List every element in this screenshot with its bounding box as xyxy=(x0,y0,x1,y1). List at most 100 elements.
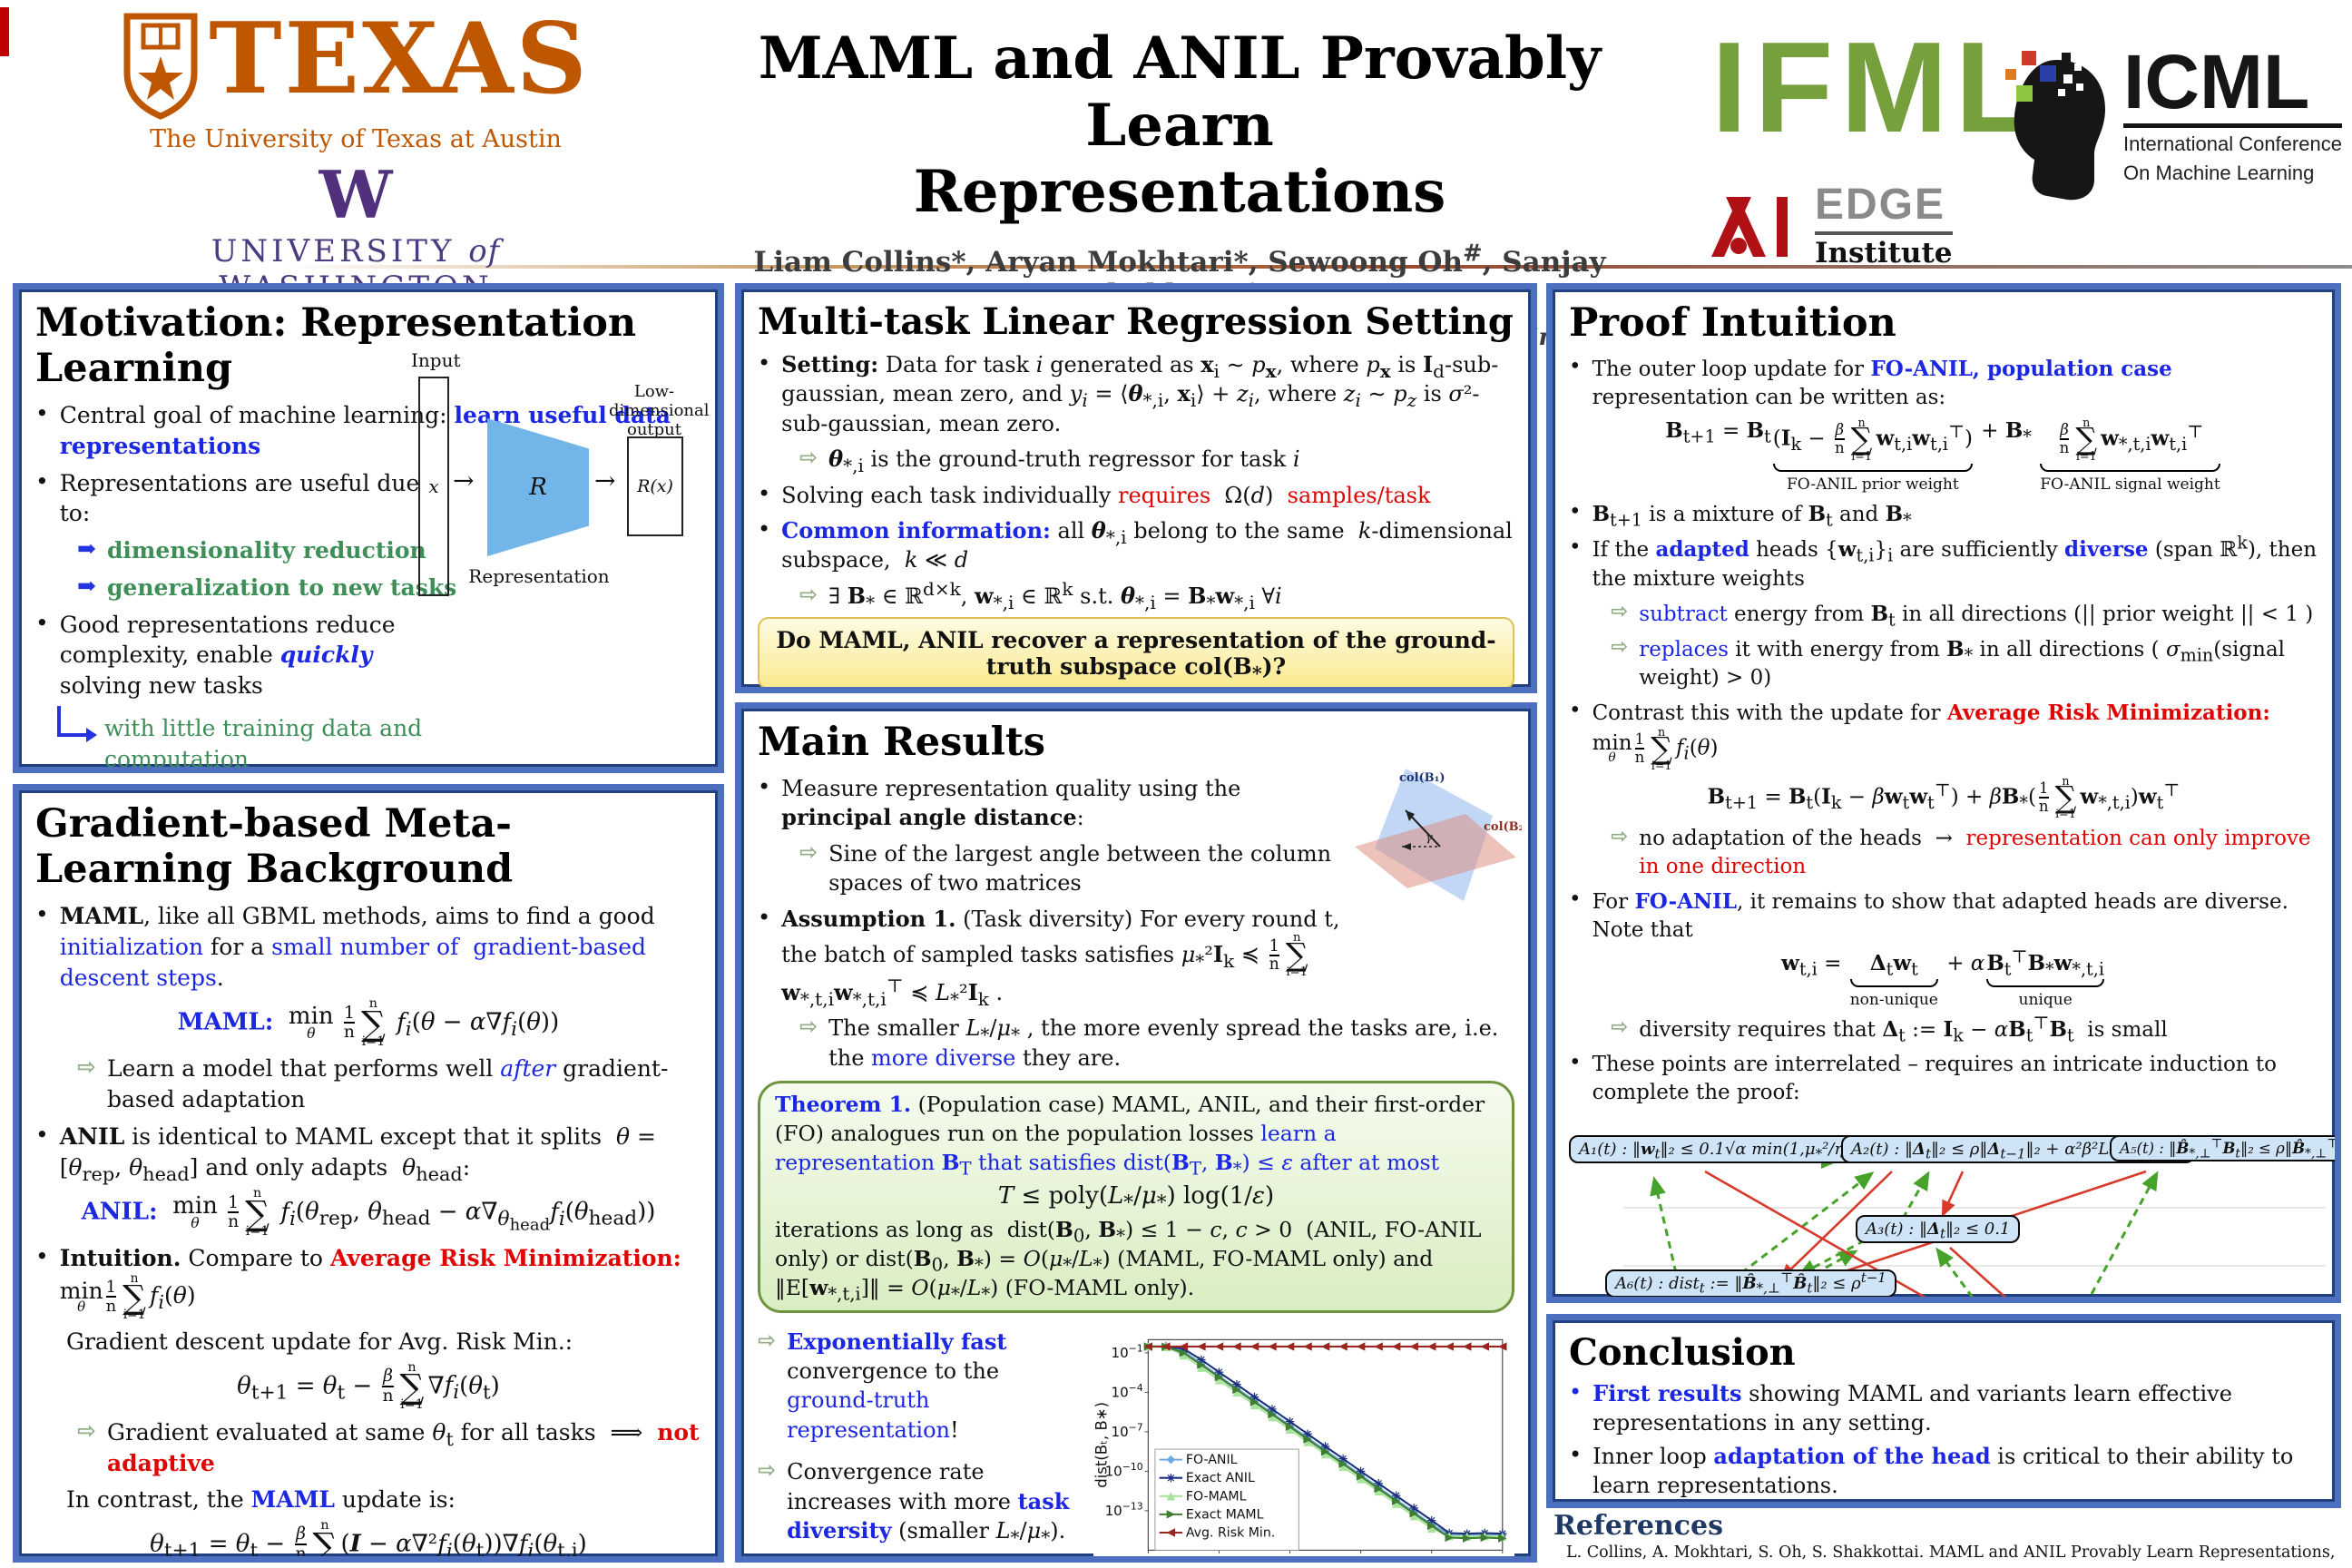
assumption-1: Assumption 1. (Task diversity) For every… xyxy=(781,905,1340,1010)
maml-update-equation: θt+1 = θt − βnn∑i=1(I − α∇²fi(θt))∇fi(θt… xyxy=(150,1518,587,1563)
proof-subpoint: subtract energy from Bt in all direction… xyxy=(1639,601,2314,631)
icml-head-icon xyxy=(2004,44,2112,207)
block-arrow-icon xyxy=(1611,1015,1628,1041)
bullet-icon xyxy=(35,1122,49,1149)
block-arrow-icon xyxy=(1611,825,1628,850)
convergence-chart: 10−1 10−4 10−7 10−10 10−13 0 1000 2000 3000 4000 5… xyxy=(1093,1320,1514,1563)
icml-line2: On Machine Learning xyxy=(2123,161,2315,184)
block-arrow-icon xyxy=(1611,600,1628,625)
edge-wordmark: EDGE xyxy=(1815,180,1953,235)
panel-main-results: Main Results Measure representation qual… xyxy=(735,702,1537,1563)
proof-point: The outer loop update for FO-ANIL, popul… xyxy=(1592,357,2172,410)
block-arrow-icon xyxy=(77,1054,96,1081)
bullet-icon xyxy=(758,516,770,543)
block-arrow-icon xyxy=(758,1558,776,1563)
subspace-planes-diagram: col(B₁) col(B₂) γ xyxy=(1355,769,1522,901)
induction-box-a5: A₅(t) : ‖B̂*,⊥⊤Bt‖₂ ≤ ρ‖B̂*,⊥⊤Bt−1‖₂ xyxy=(2110,1134,2335,1161)
motivation-subpoint: with little training data and computatio… xyxy=(104,714,423,772)
svg-text:3000: 3000 xyxy=(1343,1555,1377,1563)
uw-w-logo: W xyxy=(318,156,393,233)
block-arrow-icon xyxy=(77,1417,96,1445)
svg-text:10−1: 10−1 xyxy=(1111,1342,1142,1361)
background-text: Gradient descent update for Avg. Risk Mi… xyxy=(66,1328,573,1356)
svg-text:Exact ANIL: Exact ANIL xyxy=(1186,1471,1255,1485)
theorem-1-text: Theorem 1. (Population case) MAML, ANIL,… xyxy=(775,1092,1485,1180)
icml-line1: International Conference xyxy=(2123,132,2342,155)
proof-point: Contrast this with the update for Averag… xyxy=(1592,700,2270,772)
bullet-icon xyxy=(1569,887,1582,913)
bullet-icon xyxy=(35,468,49,495)
representation-diagram: Input x → R Representation → Low-dimensi… xyxy=(398,349,710,631)
motivation-point: Good representations reduce complexity, … xyxy=(59,611,396,700)
ut-subtitle: The University of Texas at Austin xyxy=(150,125,562,153)
background-subpoint: Gradient evaluated at same θt for all ta… xyxy=(106,1418,700,1476)
block-arrow-icon xyxy=(1611,635,1628,661)
induction-diagram: A₁(t) : ‖wt‖₂ ≤ 0.1√α min(1,μ*²/η*²)η* A… xyxy=(1569,1113,2335,1297)
panel-setting: Multi-task Linear Regression Setting Set… xyxy=(735,283,1537,693)
proof-point: If the adapted heads {wt,i}i are suffici… xyxy=(1592,532,2318,591)
bullet-icon xyxy=(35,400,49,427)
svg-text:1000: 1000 xyxy=(1201,1555,1236,1563)
svg-text:10−13: 10−13 xyxy=(1105,1500,1143,1519)
svg-text:Avg. Risk Min.: Avg. Risk Min. xyxy=(1186,1525,1275,1540)
induction-box-a3: A₃(t) : ‖Δt‖₂ ≤ 0.1 xyxy=(1856,1214,2021,1243)
blue-arrow-icon xyxy=(77,535,96,563)
anil-objective-equation: ANIL: min θ 1 n n ∑ i=1 fi(θrep, θhead − α∇θh… xyxy=(81,1186,656,1239)
diagram-representation-trapezoid: R xyxy=(487,418,589,556)
svg-text:10−10: 10−10 xyxy=(1105,1460,1143,1479)
bullet-icon xyxy=(1569,500,1582,525)
proof-point: For FO-ANIL, it remains to show that ada… xyxy=(1592,888,2288,942)
ai-edge-logo: EDGE Institute xyxy=(1711,180,1953,270)
conclusion-point: First results showing MAML and variants … xyxy=(1592,1380,2232,1436)
induction-box-a6: A₆(t) : distt := ‖B̂*,⊥⊤B̂t‖₂ ≤ ρt−1 xyxy=(1605,1269,1896,1297)
main-results-subpoint: Sine of the largest angle between the co… xyxy=(828,840,1332,897)
icml-logo: ICML International Conference On Machine… xyxy=(2004,44,2342,207)
background-point: MAML, like all GBML methods, aims to fin… xyxy=(59,903,655,991)
motivation-point: Central goal of machine learning: learn … xyxy=(59,402,671,459)
bullet-icon xyxy=(1569,535,1582,561)
ai-mark-icon xyxy=(1711,190,1802,260)
result-arrow-point: Exponentially fast convergence to the gr… xyxy=(787,1328,1007,1443)
setting-point: Solving each task individually requires … xyxy=(781,482,1431,508)
plane-label-b2: col(B₂) xyxy=(1484,820,1522,834)
bullet-icon xyxy=(758,481,770,507)
svg-text:10−7: 10−7 xyxy=(1111,1421,1142,1440)
svg-text:0: 0 xyxy=(1144,1555,1153,1563)
diagram-output-label: Low-dimensional output xyxy=(609,382,710,439)
bullet-icon xyxy=(1569,699,1582,724)
result-arrow-point: MAML and FO-MAML require stronger initia… xyxy=(787,1558,1084,1563)
motivation-title: Motivation: Representation Learning xyxy=(35,300,637,391)
icml-wordmark: ICML xyxy=(2123,44,2342,128)
svg-text:FO-ANIL: FO-ANIL xyxy=(1186,1453,1238,1467)
main-results-title: Main Results xyxy=(758,720,1045,765)
panel-background: Gradient-based Meta-Learning Background … xyxy=(13,784,724,1563)
main-results-subpoint: The smaller L*/μ* , the more evenly spre… xyxy=(828,1015,1499,1071)
diagram-input-box: x xyxy=(418,377,449,596)
motivation-subpoint: dimensionality reduction xyxy=(106,537,426,564)
references-block: References L. Collins, A. Mokhtari, S. O… xyxy=(1553,1510,2341,1568)
result-arrow-point: Convergence rate increases with more tas… xyxy=(787,1459,1070,1548)
elbow-arrow-icon xyxy=(57,705,97,742)
setting-title: Multi-task Linear Regression Setting xyxy=(758,300,1514,343)
theorem-1-box: Theorem 1. (Population case) MAML, ANIL,… xyxy=(758,1081,1514,1313)
svg-text:FO-MAML: FO-MAML xyxy=(1186,1489,1247,1504)
proof-subpoint: diversity requires that Δt := Ik − αBt⊤B… xyxy=(1639,1012,2168,1046)
conclusion-point: Inner loop adaptation of the head is cri… xyxy=(1592,1442,2294,1499)
setting-point: Setting: Data for task i generated as xi… xyxy=(781,351,1499,436)
diagram-arrow-icon: → xyxy=(594,466,616,495)
ut-austin-logo: TEXAS The University of Texas at Austin … xyxy=(83,2,628,306)
background-point: ANIL is identical to MAML except that it… xyxy=(59,1122,656,1185)
setting-question-box: Do MAML, ANIL recover a representation o… xyxy=(758,617,1514,687)
proof-point: These points are interrelated – requires… xyxy=(1592,1052,2278,1104)
ut-wordmark: TEXAS xyxy=(209,2,590,116)
theorem-1-equation: T ≤ poly(L*/μ*) log(1/ε) xyxy=(997,1182,1275,1215)
block-arrow-icon xyxy=(758,1457,776,1484)
corner-mark xyxy=(0,7,9,56)
setting-subspace-equation: ∃ B* ∈ ℝd×k, w*,i ∈ ℝk s.t. θ*,i = B*w*,… xyxy=(828,577,1282,613)
proof-subpoint: no adaptation of the heads → representat… xyxy=(1639,826,2311,878)
block-arrow-icon xyxy=(799,1014,818,1040)
background-point: Intuition. Compare to Average Risk Minim… xyxy=(59,1245,681,1323)
svg-text:Exact MAML: Exact MAML xyxy=(1186,1507,1264,1522)
diagram-arrow-icon: → xyxy=(453,466,475,495)
blue-arrow-icon xyxy=(77,573,96,600)
